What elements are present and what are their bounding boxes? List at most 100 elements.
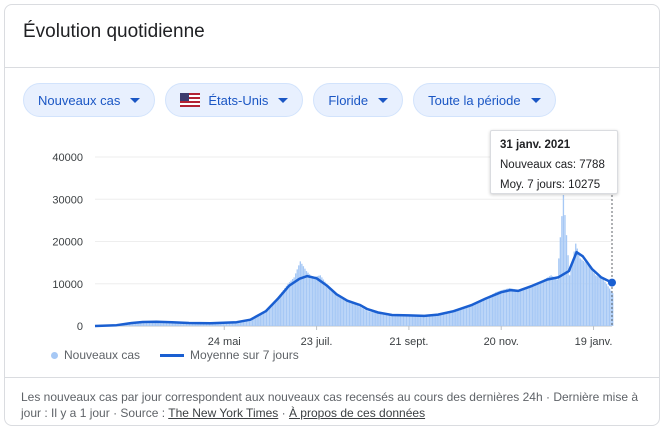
case-bar: [370, 311, 372, 326]
case-bar: [448, 310, 451, 326]
case-bar: [201, 323, 203, 326]
case-bar: [308, 274, 311, 326]
case-bar: [419, 316, 422, 326]
case-bar: [184, 322, 186, 326]
case-bar: [335, 292, 337, 326]
case-bar: [204, 323, 206, 326]
case-bar: [405, 315, 408, 326]
case-bar: [138, 322, 140, 326]
case-bar: [179, 322, 181, 326]
case-bar: [496, 291, 498, 326]
case-bar: [324, 281, 326, 326]
case-bar: [478, 302, 480, 326]
case-bar: [275, 300, 277, 326]
case-bar: [128, 323, 131, 326]
case-bar: [399, 314, 401, 326]
period-select[interactable]: Toute la période: [413, 83, 556, 117]
case-bar: [564, 215, 566, 326]
case-bar: [253, 317, 255, 326]
case-bar: [353, 303, 355, 326]
case-bar: [135, 322, 137, 326]
case-bar: [202, 323, 205, 326]
case-bar: [464, 306, 466, 326]
case-bar: [351, 302, 354, 326]
case-bar: [376, 313, 378, 326]
hover-point: [608, 278, 616, 287]
case-bar: [159, 321, 161, 326]
case-bar: [230, 322, 232, 326]
case-bar: [387, 315, 389, 326]
case-bar: [221, 322, 223, 326]
case-bar: [224, 322, 226, 326]
case-bar: [421, 316, 423, 326]
caret-down-icon: [278, 97, 289, 103]
case-bar: [262, 312, 265, 326]
case-bar: [361, 307, 363, 326]
case-bar: [548, 276, 551, 326]
case-bar: [344, 298, 346, 326]
case-bar: [379, 313, 381, 326]
case-bar: [155, 321, 157, 326]
case-bar: [198, 323, 200, 326]
case-bar: [236, 322, 238, 326]
case-bar: [199, 323, 201, 326]
case-bar: [279, 294, 281, 326]
case-bar: [587, 264, 589, 326]
case-bar: [501, 290, 503, 326]
case-bar: [219, 322, 221, 326]
case-bar: [233, 322, 235, 326]
case-bar: [176, 322, 178, 326]
case-bar: [307, 272, 309, 326]
case-bar: [401, 314, 403, 326]
case-bar: [608, 288, 611, 326]
source-link[interactable]: The New York Times: [168, 406, 279, 420]
y-tick-label: 40000: [52, 152, 83, 164]
metric-select[interactable]: Nouveaux cas: [23, 83, 156, 117]
case-bar: [445, 311, 448, 326]
case-bar: [130, 323, 132, 326]
case-bar: [531, 284, 534, 326]
case-bar: [291, 278, 294, 326]
us-flag-icon: [180, 93, 201, 107]
case-bar: [518, 290, 520, 326]
case-bar: [327, 285, 329, 326]
about-data-link[interactable]: À propos de ces données: [288, 406, 426, 420]
case-bar: [339, 296, 341, 326]
x-tick-label: 19 janv.: [575, 336, 613, 348]
case-bar: [127, 323, 129, 326]
y-tick-label: 0: [77, 321, 83, 333]
case-bar: [498, 291, 500, 326]
case-bar: [418, 316, 420, 326]
case-bar: [468, 305, 471, 326]
case-bar: [504, 289, 506, 326]
region-select[interactable]: Floride: [313, 83, 404, 117]
case-bar: [522, 288, 525, 326]
caret-down-icon: [130, 97, 141, 103]
case-bar: [170, 322, 172, 326]
region-select-label: Floride: [328, 92, 369, 108]
case-bar: [136, 322, 138, 326]
daily-cases-chart[interactable]: 24 mai 23 juil. 21 sept. 20 nov. 19 janv. 0 1…: [5, 125, 660, 350]
case-bar: [525, 287, 528, 326]
x-tick-label: 23 juil.: [301, 336, 333, 348]
case-bar: [211, 323, 214, 326]
case-bar: [293, 277, 295, 326]
case-bar: [235, 322, 237, 326]
case-bar: [553, 277, 555, 326]
case-bar: [542, 279, 545, 326]
case-bar: [341, 296, 343, 326]
case-bar: [196, 323, 198, 326]
case-bar: [585, 263, 588, 326]
case-bar: [358, 306, 360, 326]
case-bar: [391, 315, 394, 326]
case-bar: [365, 310, 368, 326]
case-bar: [350, 301, 352, 326]
case-bar: [571, 259, 574, 326]
case-bar: [195, 323, 197, 326]
case-bar: [573, 251, 575, 326]
country-select[interactable]: États-Unis: [165, 83, 304, 117]
case-bar: [190, 323, 192, 326]
case-bar: [207, 323, 209, 326]
case-bar: [578, 253, 580, 326]
case-bar: [315, 276, 317, 326]
